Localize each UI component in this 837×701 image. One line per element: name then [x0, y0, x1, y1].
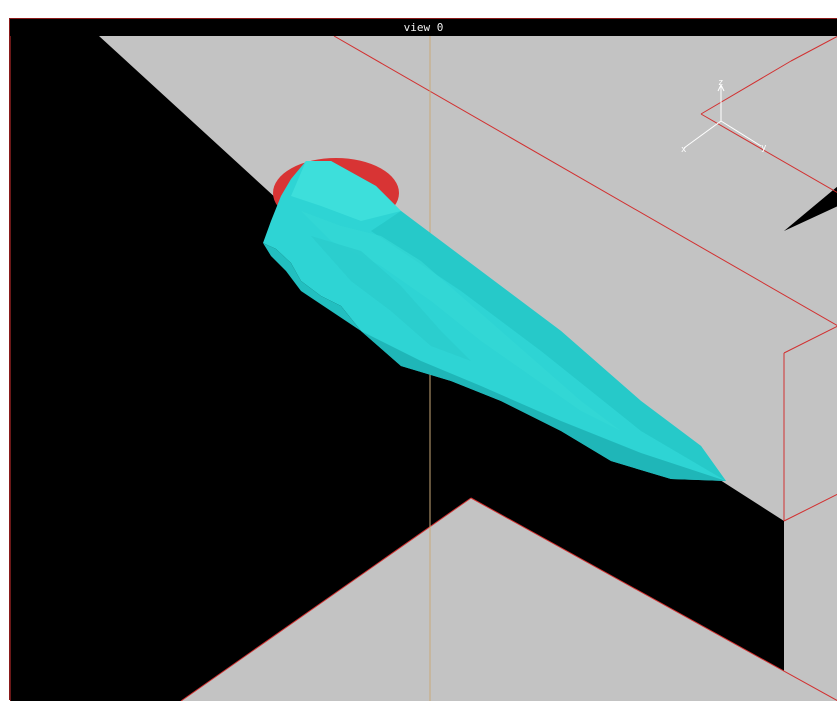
- mesh-body[interactable]: [263, 161, 726, 481]
- window-title: view 0: [10, 19, 837, 36]
- axis-label-y: y: [761, 143, 767, 153]
- lower-slab-face: [181, 498, 837, 701]
- lower-slab-edges: [180, 497, 837, 701]
- 3d-viewport[interactable]: x y z: [10, 36, 837, 701]
- block-side-face: [706, 326, 837, 521]
- slab-edges: [10, 36, 837, 701]
- axes-widget: [683, 84, 762, 149]
- viewer-window: view 0: [9, 18, 837, 701]
- axis-label-z: z: [718, 78, 723, 88]
- axis-label-x: x: [681, 145, 687, 155]
